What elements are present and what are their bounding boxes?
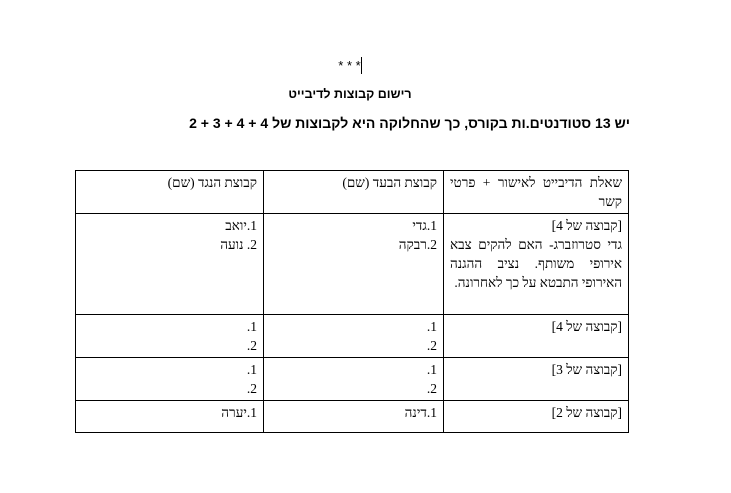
list-item: 1. [246,362,257,377]
header-question[interactable]: שאלת הדיבייט לאישור + פרטי קשר [443,170,629,214]
con-cell[interactable]: 1.יערה [75,400,264,433]
question-text: גדי סטרוזברג- האם להקים צבא אירופי משותף… [450,237,622,290]
pro-cell[interactable]: 1.גדי 2.רבקה [263,213,444,315]
separator-stars: * * * [300,57,400,74]
list-item: 1.גדי [412,218,437,233]
group-label: [קבוצה של 4] [551,319,622,334]
document-title: רישום קבוצות לדיבייט [288,87,412,101]
intro-paragraph: יש 13 סטודנטים.ות בקורס, כך שהחלוקה היא … [189,115,630,131]
group-label: [קבוצה של 4] [551,218,622,233]
header-pro[interactable]: קבוצת הבעד (שם) [263,170,444,214]
table-header-row: שאלת הדיבייט לאישור + פרטי קשר קבוצת הבע… [75,170,629,214]
header-con[interactable]: קבוצת הנגד (שם) [75,170,264,214]
table-row: [קבוצה של 3] 1. 2. 1. 2. [75,357,629,401]
stars-text: * * * [338,58,361,73]
list-item: 1. [426,319,437,334]
group-label: [קבוצה של 3] [551,362,622,377]
question-cell[interactable]: [קבוצה של 2] [443,400,629,433]
con-cell[interactable]: 1. 2. [75,357,264,401]
pro-cell[interactable]: 1.דינה [263,400,444,433]
table-row: [קבוצה של 4] גדי סטרוזברג- האם להקים צבא … [75,213,629,315]
list-item: 2. [246,338,257,353]
con-cell[interactable]: 1.יואב 2. נועה [75,213,264,315]
registration-table: שאלת הדיבייט לאישור + פרטי קשר קבוצת הבע… [75,170,629,433]
group-label: [קבוצה של 2] [551,405,622,420]
pro-cell[interactable]: 1. 2. [263,357,444,401]
table-row: [קבוצה של 2] 1.דינה 1.יערה [75,400,629,433]
list-item: 2. [426,381,437,396]
text-cursor [360,57,362,74]
list-item: 2. [246,381,257,396]
question-cell[interactable]: [קבוצה של 4] גדי סטרוזברג- האם להקים צבא … [443,213,629,315]
question-cell[interactable]: [קבוצה של 3] [443,357,629,401]
list-item: 1. [426,362,437,377]
table-row: [קבוצה של 4] 1. 2. 1. 2. [75,314,629,358]
pro-cell[interactable]: 1. 2. [263,314,444,358]
list-item: 1. [246,319,257,334]
list-item: 1.יואב [225,218,257,233]
list-item: 1.דינה [404,405,437,420]
list-item: 1.יערה [221,405,257,420]
list-item: 2. [426,338,437,353]
con-cell[interactable]: 1. 2. [75,314,264,358]
list-item: 2.רבקה [398,237,437,252]
list-item: 2. נועה [220,237,257,252]
question-cell[interactable]: [קבוצה של 4] [443,314,629,358]
